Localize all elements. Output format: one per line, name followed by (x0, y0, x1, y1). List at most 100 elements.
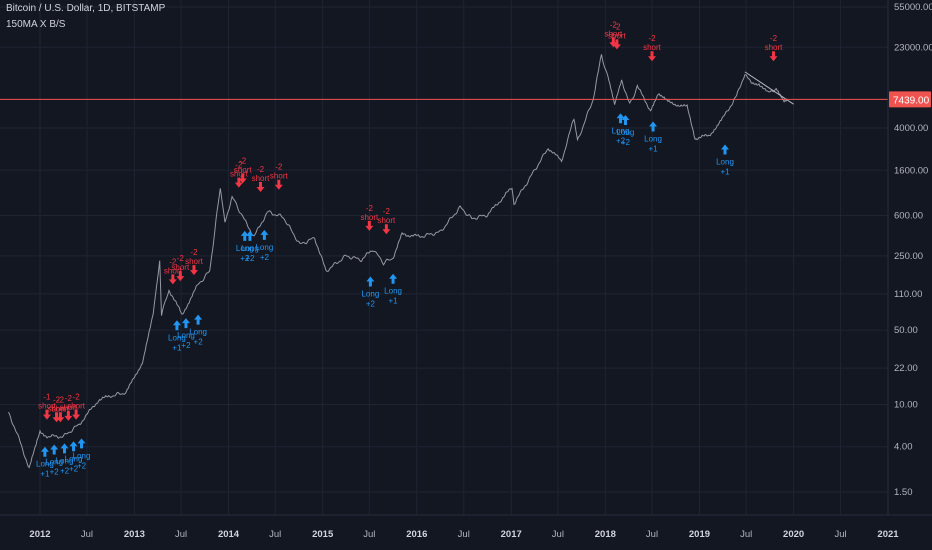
short-arrow (382, 224, 391, 235)
long-signal: Long+2 (236, 230, 254, 263)
long-signal-label: Long (384, 287, 402, 296)
short-signal-label: short (360, 213, 379, 222)
long-arrow (40, 446, 49, 457)
long-signal: Long+2 (617, 115, 635, 147)
long-signal: Long+2 (56, 443, 73, 475)
long-arrow (181, 318, 190, 329)
short-signal-value: -2 (613, 22, 621, 31)
long-arrow (389, 273, 398, 284)
long-arrow (721, 144, 730, 155)
long-signal-label: Long (65, 454, 83, 463)
short-signal-value: -2 (190, 248, 198, 257)
short-arrow (234, 177, 243, 188)
long-signal-label: Long (241, 244, 259, 253)
long-signal-label: Long (36, 460, 54, 469)
y-tick-label: 1600.00 (894, 165, 928, 176)
long-arrow (649, 121, 658, 132)
y-tick-label: 50.00 (894, 325, 918, 336)
short-signal-value: -2 (177, 254, 185, 263)
x-tick-label: 2016 (406, 529, 427, 540)
short-signal-value: -2 (65, 394, 73, 403)
long-signal-value: +2 (69, 464, 79, 473)
x-tick-label: Jul (269, 529, 281, 540)
long-signal-label: Long (189, 328, 207, 337)
indicator-label[interactable]: 150MA X B/S (6, 19, 66, 30)
long-signal: Long+2 (189, 314, 207, 347)
long-signal-value: +2 (245, 254, 255, 263)
short-signal-value: -2 (257, 165, 265, 174)
short-arrow (648, 51, 657, 62)
signal-markers: Long+1-1shortLong+2-2short-2shortLong+2-… (36, 20, 783, 478)
current-price-badge: 7439.00 (889, 91, 931, 108)
price-series (8, 54, 789, 469)
y-tick-label: 110.00 (894, 289, 922, 300)
long-signal: Long+2 (612, 113, 630, 145)
y-tick-label: 1.50 (894, 487, 913, 498)
long-signal-value: +1 (172, 343, 182, 352)
long-signal: Long+1 (36, 446, 54, 479)
price-line (8, 54, 789, 469)
short-signal-value: -1 (43, 393, 51, 402)
y-tick-label: 250.00 (894, 251, 923, 262)
long-signal-label: Long (617, 128, 635, 137)
x-tick-label: Jul (175, 529, 187, 540)
short-arrow (176, 271, 185, 282)
long-signal-value: +2 (50, 467, 60, 476)
short-signal-label: short (67, 402, 86, 411)
short-signal-label: short (59, 403, 78, 412)
long-signal-label: Long (168, 333, 186, 342)
long-signal-label: Long (361, 290, 379, 299)
short-signal-label: short (604, 29, 623, 38)
long-signal-value: +1 (40, 470, 50, 479)
y-tick-label: 22.00 (894, 363, 918, 374)
long-arrow (69, 441, 78, 452)
long-signal-label: Long (612, 126, 630, 135)
short-signal-value: -2 (57, 395, 65, 404)
long-signal: Long+1 (384, 273, 402, 306)
short-arrow (168, 274, 177, 285)
short-signal-label: short (48, 404, 67, 413)
long-arrow (366, 276, 375, 287)
short-signal-label: short (185, 257, 204, 266)
x-tick-label: Jul (552, 529, 564, 540)
long-arrow (194, 314, 203, 325)
long-signal-value: +1 (648, 145, 658, 154)
short-signal-label: short (643, 43, 662, 52)
long-signal-value: +1 (389, 297, 399, 306)
long-signal: Long+2 (73, 438, 90, 470)
long-arrow (172, 320, 181, 331)
long-signal-value: +2 (366, 300, 376, 309)
long-arrow (77, 438, 86, 449)
x-tick-label: Jul (458, 529, 470, 540)
long-signal-value: +2 (77, 461, 87, 470)
price-axis-bg (888, 0, 932, 550)
long-signal-label: Long (177, 331, 195, 340)
trendline[interactable] (744, 71, 794, 105)
time-axis-bg (0, 515, 932, 550)
short-signal-value: -2 (53, 395, 61, 404)
short-signal-value: -2 (383, 207, 391, 216)
long-signal-value: +2 (616, 136, 626, 145)
chart-title: Bitcoin / U.S. Dollar, 1D, BITSTAMP (6, 3, 166, 14)
price-axis[interactable]: 55000.00 23000.00 4000.00 1600.00 600.00 250.… (887, 0, 932, 550)
time-axis[interactable]: 2012 Jul 2013 Jul 2014 Jul 2015 Jul 2016 Jul 2017 J… (0, 514, 932, 550)
short-arrow (238, 173, 247, 184)
long-signal: Long+2 (45, 444, 63, 476)
long-signal-label: Long (45, 457, 63, 466)
x-tick-label: Jul (834, 529, 846, 540)
long-arrow (240, 230, 249, 241)
x-tick-label: 2019 (689, 529, 710, 540)
short-arrow (365, 220, 374, 231)
long-arrow (260, 229, 269, 240)
